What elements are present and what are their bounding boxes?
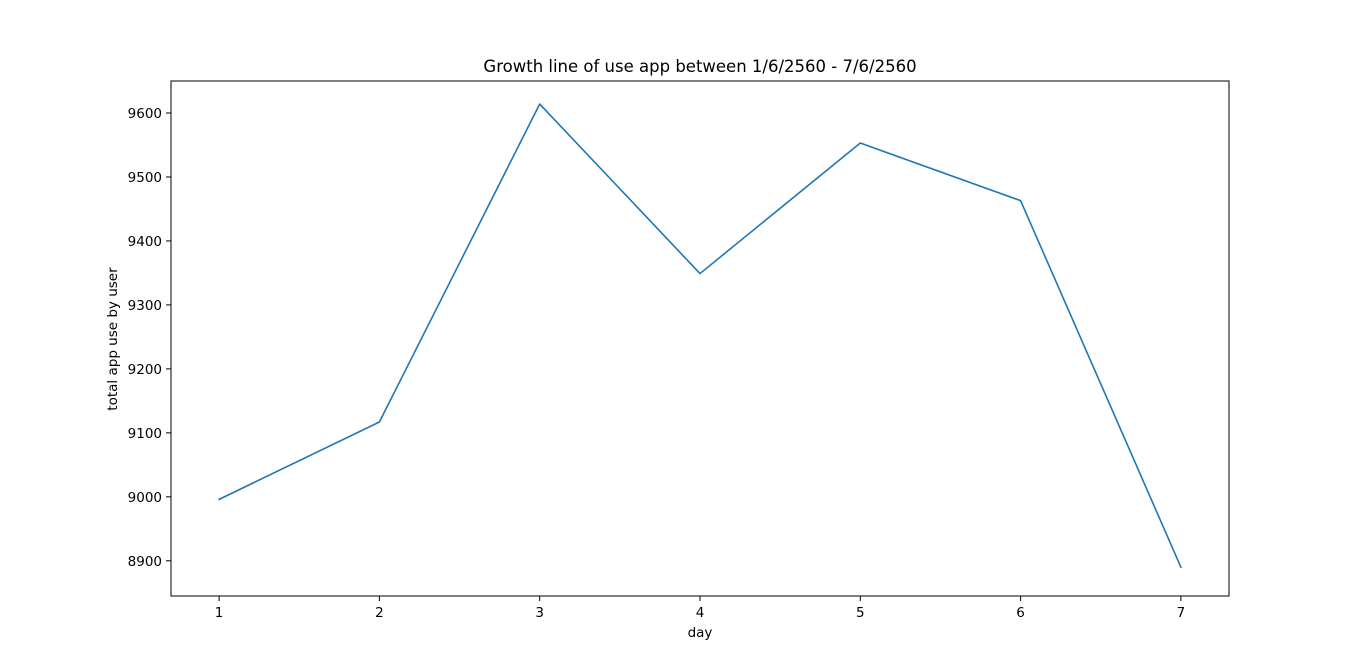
chart-title: Growth line of use app between 1/6/2560 … (483, 57, 916, 76)
series-line-0 (218, 103, 1182, 569)
x-axis: 1 2 3 4 5 6 7 (215, 596, 1185, 621)
y-tick-label: 8900 (128, 554, 162, 570)
x-axis-label: day (688, 625, 713, 641)
y-tick-label: 9200 (128, 362, 162, 378)
x-tick-label: 1 (215, 605, 224, 621)
y-axis-label: total app use by user (105, 267, 121, 411)
y-tick-label: 9400 (128, 234, 162, 250)
y-tick-label: 9100 (128, 426, 162, 442)
y-tick-label: 9300 (128, 298, 162, 314)
y-tick-label: 9600 (128, 106, 162, 122)
x-tick-label: 6 (1016, 605, 1025, 621)
y-axis: 8900 9000 9100 9200 9300 9400 9500 9600 (128, 106, 171, 570)
x-tick-label: 5 (856, 605, 865, 621)
x-tick-label: 4 (696, 605, 705, 621)
x-tick-label: 7 (1177, 605, 1186, 621)
y-tick-label: 9000 (128, 490, 162, 506)
x-tick-label: 3 (535, 605, 544, 621)
plot-frame (170, 80, 1230, 597)
series-layer (218, 103, 1182, 569)
x-tick-label: 2 (375, 605, 384, 621)
y-tick-label: 9500 (128, 170, 162, 186)
plot-area (170, 80, 1230, 597)
